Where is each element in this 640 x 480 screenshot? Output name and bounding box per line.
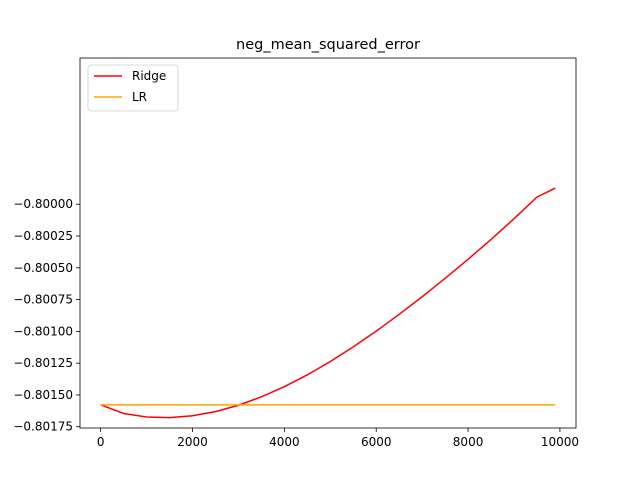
chart-title: neg_mean_squared_error: [236, 37, 420, 53]
y-axis: −0.80000 −0.80025 −0.80050 −0.80075 −0.80100…: [13, 197, 80, 434]
y-tick-label: −0.80150: [13, 388, 73, 402]
y-tick-label: −0.80100: [13, 324, 73, 338]
y-tick-label: −0.80075: [13, 293, 73, 307]
legend-label-lr: LR: [132, 90, 147, 104]
x-tick-label: 2000: [177, 435, 208, 449]
x-tick-label: 4000: [269, 435, 300, 449]
series-layer: [100, 187, 556, 419]
x-tick-label: 6000: [361, 435, 392, 449]
series-line-ridge: [100, 187, 556, 419]
y-tick-label: −0.80125: [13, 356, 73, 370]
x-tick-label: 8000: [453, 435, 484, 449]
y-tick-label: −0.80175: [13, 420, 73, 434]
legend: Ridge LR: [87, 64, 179, 112]
x-tick-label: 0: [97, 435, 105, 449]
y-tick-label: −0.80050: [13, 261, 73, 275]
x-axis: 0 2000 4000 6000 8000 10000: [97, 428, 579, 449]
plot-frame: [79, 57, 577, 429]
y-tick-label: −0.80000: [13, 197, 73, 211]
x-tick-label: 10000: [541, 435, 579, 449]
y-tick-label: −0.80025: [13, 229, 73, 243]
legend-label-ridge: Ridge: [132, 69, 166, 83]
